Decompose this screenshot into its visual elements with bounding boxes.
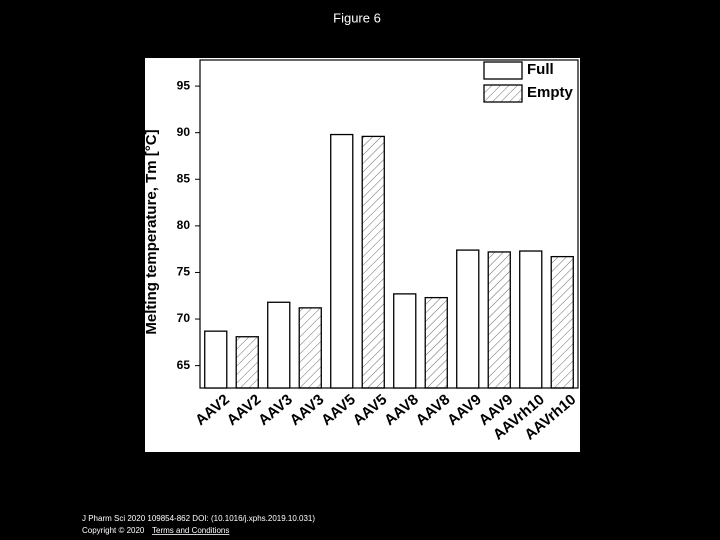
bar	[393, 293, 417, 389]
y-tick-label: 75	[177, 265, 191, 279]
y-axis-label: Melting temperature, Tm [°C]	[143, 129, 160, 334]
terms-link[interactable]: Terms and Conditions	[152, 526, 229, 535]
bar	[204, 330, 228, 389]
y-tick-label: 85	[177, 171, 191, 185]
bar	[424, 296, 448, 389]
copyright: Copyright © 2020	[82, 526, 145, 535]
citation: J Pharm Sci 2020 109854-862 DOI: (10.101…	[82, 514, 315, 523]
plot-frame	[199, 59, 579, 389]
legend-label: Empty	[527, 84, 574, 101]
bar	[487, 251, 511, 389]
bar	[550, 255, 574, 389]
y-tick-label: 80	[177, 218, 191, 232]
bar	[298, 307, 322, 389]
bar	[456, 249, 480, 389]
y-tick-label: 65	[177, 358, 191, 372]
y-tick-label: 90	[177, 125, 191, 139]
bar	[330, 133, 354, 389]
legend-label: Full	[527, 61, 554, 78]
legend-swatch	[483, 84, 523, 103]
slide-title: Figure 6	[333, 10, 381, 25]
bar	[267, 301, 291, 389]
bar	[235, 336, 259, 389]
y-tick-label: 95	[177, 78, 191, 92]
bar	[361, 135, 385, 389]
y-tick-label: 70	[177, 311, 191, 325]
bar	[519, 250, 543, 389]
legend-swatch	[483, 61, 523, 80]
